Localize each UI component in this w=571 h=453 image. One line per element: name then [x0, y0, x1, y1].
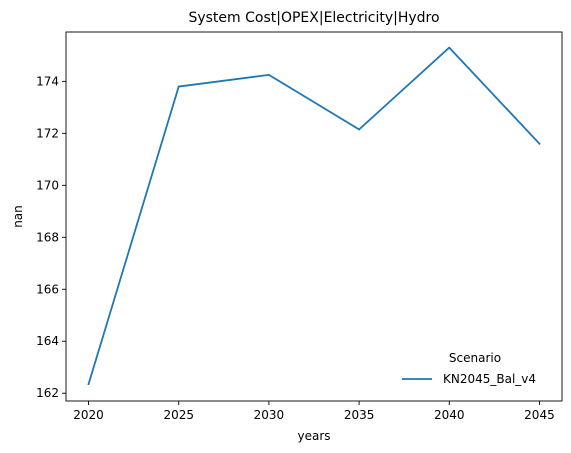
legend-label: KN2045_Bal_v4 [443, 372, 536, 386]
series-line-0 [87, 46, 541, 386]
x-axis: 2020 2025 2030 2035 2040 2045 [73, 401, 555, 422]
data-point [538, 142, 541, 145]
y-tick-label: 162 [36, 386, 59, 400]
x-tick-label: 2025 [163, 408, 194, 422]
y-axis-label: nan [11, 205, 25, 228]
x-tick-label: 2045 [524, 408, 555, 422]
y-tick-label: 174 [36, 74, 59, 88]
legend: Scenario KN2045_Bal_v4 [402, 351, 536, 386]
y-tick-label: 164 [36, 334, 59, 348]
y-tick-label: 170 [36, 178, 59, 192]
chart-title: System Cost|OPEX|Electricity|Hydro [188, 10, 439, 26]
x-tick-label: 2020 [73, 408, 104, 422]
plot-area [65, 31, 563, 402]
legend-title: Scenario [449, 351, 501, 365]
x-tick-label: 2040 [434, 408, 465, 422]
y-tick-label: 166 [36, 282, 59, 296]
data-point [268, 73, 270, 76]
y-axis: 162 164 166 168 170 172 174 [36, 74, 66, 400]
x-tick-label: 2035 [344, 408, 375, 422]
x-tick-label: 2030 [254, 408, 285, 422]
series-layer [87, 46, 541, 386]
y-tick-label: 172 [36, 126, 59, 140]
data-point [177, 85, 180, 88]
data-point [448, 46, 451, 49]
x-axis-label: years [297, 429, 330, 443]
data-point [358, 128, 360, 131]
y-tick-label: 168 [36, 230, 59, 244]
data-point [87, 383, 90, 386]
